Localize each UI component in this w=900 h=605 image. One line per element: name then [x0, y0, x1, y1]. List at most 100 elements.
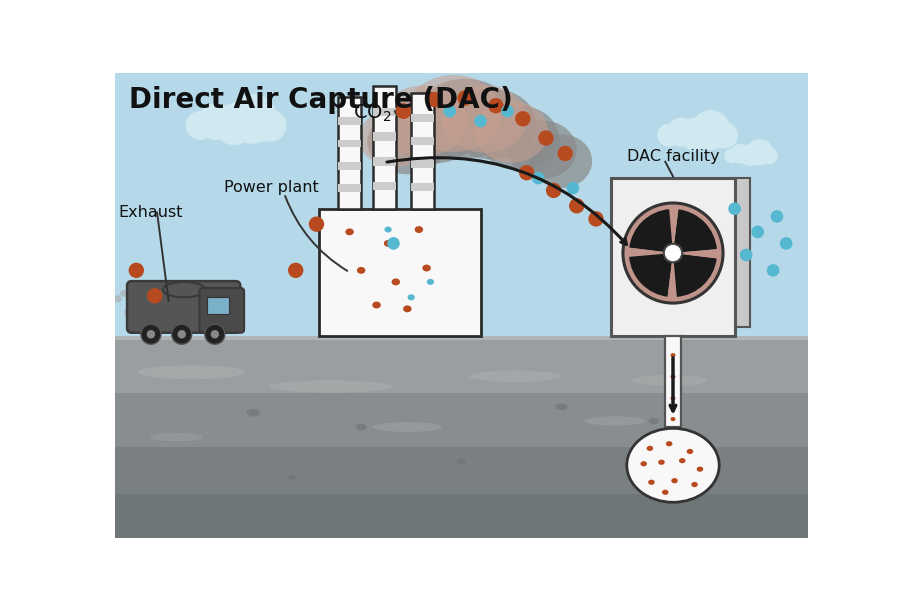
Circle shape	[567, 182, 580, 194]
Ellipse shape	[646, 446, 653, 451]
Circle shape	[205, 324, 225, 344]
Ellipse shape	[124, 309, 131, 316]
Circle shape	[213, 103, 255, 145]
Circle shape	[731, 144, 750, 163]
Ellipse shape	[670, 417, 676, 421]
Bar	[373, 85, 396, 209]
Circle shape	[712, 122, 738, 148]
Circle shape	[657, 124, 680, 147]
FancyBboxPatch shape	[200, 288, 244, 333]
Text: $\mathrm{CO_2}$: $\mathrm{CO_2}$	[354, 103, 392, 124]
Circle shape	[767, 264, 779, 276]
Bar	[664, 336, 681, 427]
Circle shape	[474, 115, 487, 128]
Circle shape	[770, 210, 783, 223]
FancyBboxPatch shape	[127, 281, 240, 333]
Ellipse shape	[584, 416, 646, 425]
Bar	[373, 182, 396, 191]
Ellipse shape	[378, 86, 467, 157]
Circle shape	[760, 147, 778, 165]
Ellipse shape	[671, 478, 678, 483]
Ellipse shape	[469, 370, 562, 382]
Ellipse shape	[346, 229, 354, 235]
Ellipse shape	[114, 295, 122, 302]
Bar	[411, 160, 435, 168]
Circle shape	[515, 111, 531, 126]
Ellipse shape	[670, 396, 676, 401]
Ellipse shape	[288, 476, 296, 480]
Circle shape	[396, 103, 411, 119]
Ellipse shape	[666, 441, 672, 446]
Ellipse shape	[388, 90, 481, 163]
Circle shape	[427, 92, 442, 107]
Circle shape	[129, 263, 144, 278]
Ellipse shape	[508, 120, 577, 179]
Circle shape	[739, 144, 761, 166]
Text: Power plant: Power plant	[224, 180, 319, 195]
Ellipse shape	[670, 374, 676, 379]
Circle shape	[680, 117, 713, 151]
Bar	[114, 447, 808, 538]
Circle shape	[752, 226, 764, 238]
Ellipse shape	[641, 461, 647, 466]
Text: Exhaust: Exhaust	[119, 205, 183, 220]
Wedge shape	[673, 249, 717, 258]
Bar	[114, 336, 808, 341]
Ellipse shape	[479, 106, 559, 171]
Ellipse shape	[697, 466, 703, 472]
Ellipse shape	[149, 433, 203, 442]
Circle shape	[740, 249, 752, 261]
Circle shape	[557, 146, 573, 161]
Wedge shape	[670, 209, 679, 253]
Ellipse shape	[408, 294, 415, 300]
Bar	[338, 140, 361, 148]
Ellipse shape	[447, 89, 536, 160]
Ellipse shape	[406, 75, 501, 152]
Circle shape	[141, 324, 161, 344]
Bar	[114, 494, 808, 538]
Circle shape	[147, 330, 155, 339]
Ellipse shape	[691, 482, 698, 487]
Ellipse shape	[687, 449, 693, 454]
Ellipse shape	[658, 460, 665, 465]
Bar	[411, 93, 435, 209]
Circle shape	[728, 203, 741, 215]
Circle shape	[185, 111, 214, 140]
Bar	[411, 137, 435, 145]
Bar	[373, 157, 396, 166]
Circle shape	[589, 211, 604, 227]
Circle shape	[664, 244, 682, 263]
Ellipse shape	[367, 110, 447, 174]
Ellipse shape	[555, 404, 568, 410]
Bar	[373, 132, 396, 141]
Ellipse shape	[456, 459, 466, 464]
Circle shape	[546, 183, 562, 198]
Ellipse shape	[373, 422, 442, 432]
Circle shape	[519, 165, 535, 180]
Ellipse shape	[247, 409, 260, 417]
Circle shape	[780, 237, 793, 250]
Ellipse shape	[163, 282, 205, 297]
Bar	[611, 178, 734, 336]
Ellipse shape	[269, 381, 392, 393]
Circle shape	[228, 94, 277, 144]
Circle shape	[532, 172, 544, 185]
Wedge shape	[629, 209, 673, 253]
Circle shape	[746, 139, 773, 165]
Circle shape	[488, 98, 504, 113]
Circle shape	[288, 263, 303, 278]
Ellipse shape	[633, 465, 644, 471]
Circle shape	[147, 288, 163, 304]
Circle shape	[691, 110, 731, 150]
Wedge shape	[668, 253, 677, 297]
Ellipse shape	[357, 267, 365, 274]
Circle shape	[569, 198, 584, 214]
Ellipse shape	[631, 375, 707, 386]
Ellipse shape	[422, 264, 431, 272]
Bar	[411, 114, 435, 122]
Ellipse shape	[373, 301, 381, 309]
Circle shape	[396, 103, 411, 119]
Ellipse shape	[670, 353, 676, 358]
Circle shape	[724, 148, 740, 163]
Ellipse shape	[403, 306, 411, 312]
